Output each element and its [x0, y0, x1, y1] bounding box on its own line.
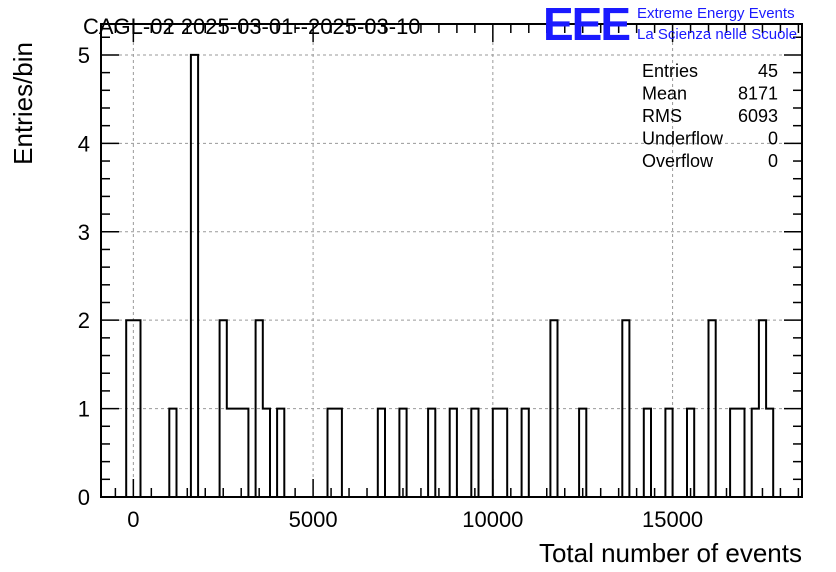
histogram-bin — [550, 320, 557, 497]
histogram-bin — [730, 409, 737, 497]
axis-ticks — [101, 24, 802, 498]
histogram-bin — [766, 409, 773, 497]
eee-logo: EEE Extreme Energy Events La Scienza nel… — [543, 0, 797, 50]
y-tick-label: 3 — [78, 220, 90, 245]
histogram-bin — [263, 409, 270, 497]
logo-eee-text: EEE — [543, 0, 629, 50]
histogram-bin — [687, 409, 694, 497]
histogram-bin — [644, 409, 651, 497]
histogram-bin — [428, 409, 435, 497]
histogram-bin — [399, 409, 406, 497]
y-tick-label: 1 — [78, 397, 90, 422]
histogram-bin — [126, 320, 133, 497]
histogram-bin — [133, 320, 140, 497]
stat-value: 8171 — [738, 84, 778, 104]
histogram-bin — [522, 409, 529, 497]
histogram-bin — [500, 409, 507, 497]
stat-label: Underflow — [642, 129, 724, 149]
histogram-bin — [220, 320, 227, 497]
histogram-bin — [335, 409, 342, 497]
histogram-bin — [737, 409, 744, 497]
histogram-bin — [277, 409, 284, 497]
y-axis-title: Entries/bin — [8, 42, 38, 165]
stat-label: Entries — [642, 61, 698, 81]
histogram-bin — [665, 409, 672, 497]
histogram-bin — [378, 409, 385, 497]
stat-value: 6093 — [738, 106, 778, 126]
histogram-bin — [759, 320, 766, 497]
plot-frame — [100, 23, 803, 498]
histogram-bin — [579, 409, 586, 497]
x-tick-label: 15000 — [642, 507, 703, 532]
logo-line-2: La Scienza nelle Scuole — [637, 26, 797, 43]
histogram-bin — [234, 409, 241, 497]
stat-value: 0 — [768, 151, 778, 171]
histogram-bin — [622, 320, 629, 497]
histogram-bin — [191, 55, 198, 497]
stat-value: 0 — [768, 129, 778, 149]
x-tick-label: 10000 — [462, 507, 523, 532]
y-tick-label: 2 — [78, 308, 90, 333]
chart-title: CAGL-02 2025-03-01--2025-03-10 — [83, 14, 421, 39]
histogram-bin — [493, 409, 500, 497]
histogram-bin — [327, 409, 334, 497]
histogram-outline — [125, 53, 775, 497]
histogram-bin — [169, 409, 176, 497]
logo-line-1: Extreme Energy Events — [637, 5, 795, 22]
stat-label: Overflow — [642, 151, 714, 171]
y-tick-label: 4 — [78, 131, 90, 156]
y-tick-label: 0 — [78, 485, 90, 510]
stat-label: RMS — [642, 106, 682, 126]
x-axis-title: Total number of events — [539, 538, 802, 568]
histogram-bin — [471, 409, 478, 497]
stat-label: Mean — [642, 84, 687, 104]
x-tick-label: 5000 — [289, 507, 338, 532]
stat-value: 45 — [758, 61, 778, 81]
histogram-bin — [227, 409, 234, 497]
histogram-bin — [752, 409, 759, 497]
histogram-bin — [709, 320, 716, 497]
histogram-bin — [241, 409, 248, 497]
statistics-box: Entries 45 Mean 8171 RMS 6093 Underflow 0 Overfl… — [642, 61, 778, 171]
x-tick-label: 0 — [127, 507, 139, 532]
histogram-bin — [450, 409, 457, 497]
histogram-bin — [256, 320, 263, 497]
tick-labels: 0 5000 10000 15000 0 1 2 3 4 5 — [78, 43, 703, 532]
y-tick-label: 5 — [78, 43, 90, 68]
